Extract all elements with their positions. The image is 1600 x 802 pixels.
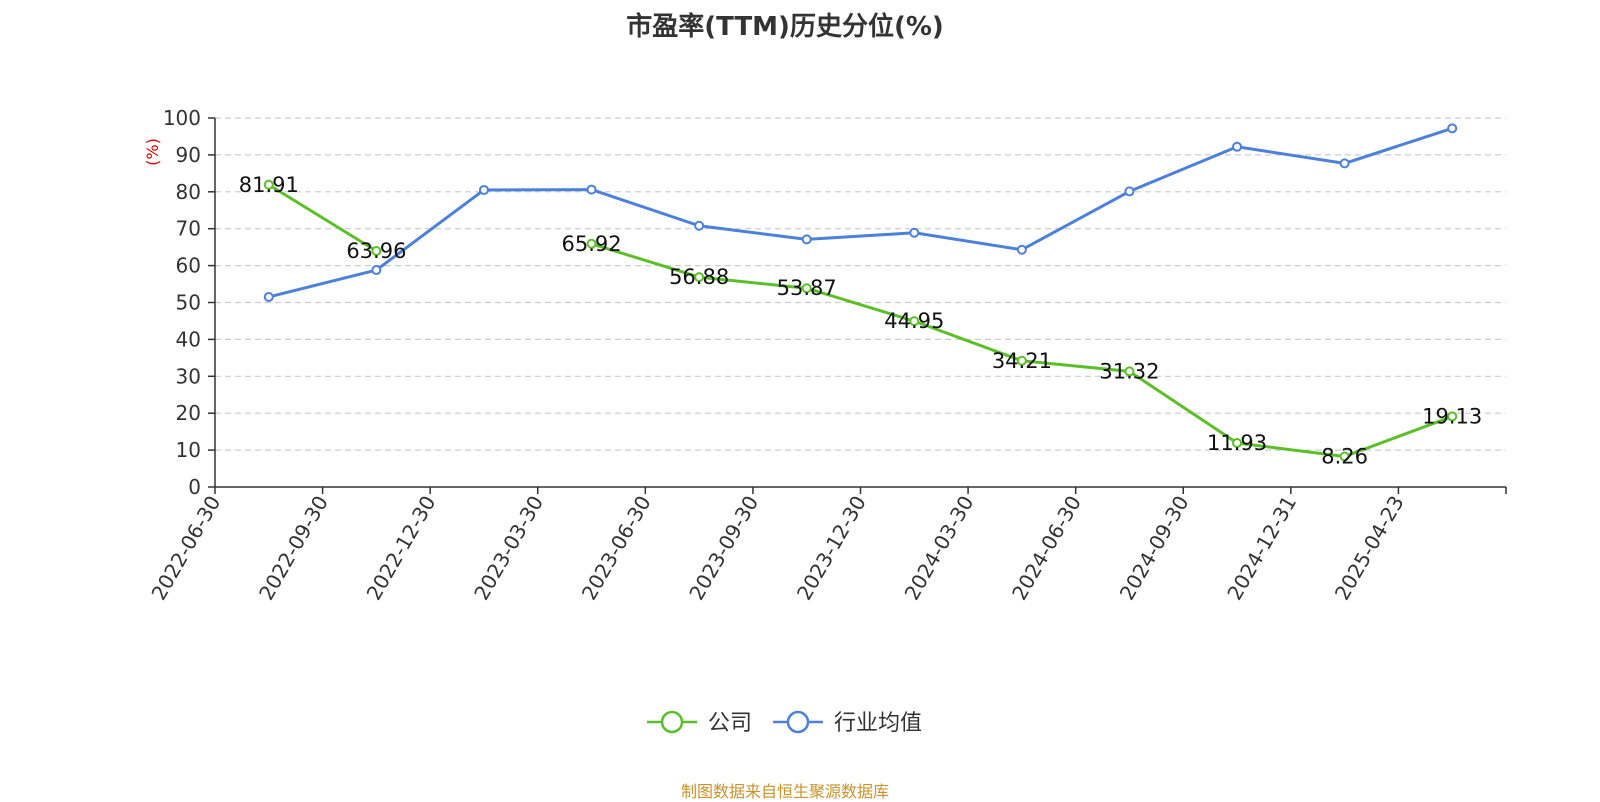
- x-tick-label: 2025-04-23: [1330, 492, 1409, 605]
- data-point: [371, 245, 382, 256]
- y-tick-label: 100: [163, 106, 201, 130]
- y-tick-label: 90: [176, 143, 201, 167]
- data-point: [801, 234, 812, 245]
- y-axis-unit-label: (%): [143, 138, 162, 166]
- x-tick-label: 2022-12-30: [362, 491, 441, 604]
- x-tick-label: 2024-06-30: [1007, 492, 1086, 605]
- data-point: [801, 283, 812, 294]
- data-point: [1124, 186, 1135, 197]
- data-point: [1339, 158, 1350, 169]
- y-tick-label: 40: [176, 327, 201, 351]
- data-point: [909, 316, 920, 327]
- data-point: [1232, 141, 1243, 152]
- legend[interactable]: 公司 行业均值: [647, 710, 922, 736]
- legend-item-industry[interactable]: 行业均值: [773, 710, 922, 736]
- data-point: [263, 179, 274, 190]
- data-label: 34.21: [992, 349, 1052, 373]
- data-label: 81.91: [239, 173, 299, 197]
- data-point: [263, 291, 274, 302]
- legend-industry-label: 行业均值: [834, 711, 922, 736]
- x-tick-label: 2023-09-30: [684, 492, 763, 605]
- x-tick-label: 2022-09-30: [254, 492, 333, 605]
- axes: 0 10 20 30 40 50 60 70 80 90 100 2022-06-30 2022-09-…: [146, 106, 1507, 605]
- data-label: 31.32: [1099, 359, 1159, 383]
- chart-title: 市盈率(TTM)历史分位(%): [626, 12, 944, 42]
- y-tick-label: 30: [176, 364, 201, 388]
- x-tick-label: 2023-06-30: [577, 492, 656, 605]
- y-tick-label: 10: [176, 438, 201, 462]
- data-point: [1447, 123, 1458, 134]
- legend-industry-circle-icon: [786, 710, 810, 734]
- data-point: [694, 272, 705, 283]
- data-point: [1339, 451, 1350, 462]
- y-tick-label: 70: [176, 217, 201, 241]
- data-label: 53.87: [777, 276, 837, 300]
- data-label: 8.26: [1321, 445, 1368, 469]
- y-tick-label: 60: [176, 254, 201, 278]
- y-tick-label: 0: [188, 475, 201, 499]
- data-point: [371, 265, 382, 276]
- data-point: [586, 184, 597, 195]
- y-tick-label: 50: [176, 291, 201, 315]
- data-label: 19.13: [1422, 404, 1482, 428]
- data-label: 11.93: [1207, 431, 1267, 455]
- legend-item-company[interactable]: 公司: [647, 710, 752, 736]
- x-tick-label: 2023-12-30: [792, 492, 871, 605]
- data-labels: 81.91 63.96 65.92 56.88 53.87 44.95 34.21 31.32…: [239, 173, 1483, 469]
- y-tick-label: 80: [176, 180, 201, 204]
- x-tick-label: 2023-03-30: [469, 492, 548, 605]
- data-point: [1232, 437, 1243, 448]
- series-lines: [263, 123, 1458, 462]
- data-label: 56.88: [669, 265, 729, 289]
- x-tick-label: 2024-09-30: [1115, 492, 1194, 605]
- series-line-0: [268, 183, 378, 253]
- legend-company-circle-icon: [660, 710, 684, 734]
- data-point: [586, 238, 597, 249]
- data-point: [1124, 366, 1135, 377]
- series-line-1: [268, 126, 1453, 299]
- data-point: [478, 184, 489, 195]
- data-label: 44.95: [884, 309, 944, 333]
- data-point: [1016, 244, 1027, 255]
- data-point: [909, 227, 920, 238]
- data-point: [694, 220, 705, 231]
- y-tick-label: 20: [176, 401, 201, 425]
- data-label: 65.92: [561, 232, 621, 256]
- legend-company-label: 公司: [708, 711, 752, 736]
- grid-lines: [215, 117, 1506, 451]
- x-tick-label: 2024-12-31: [1222, 492, 1301, 605]
- data-source-note: 制图数据来自恒生聚源数据库: [680, 782, 889, 801]
- x-tick-label: 2024-03-30: [900, 491, 979, 604]
- data-label: 63.96: [346, 239, 406, 263]
- x-tick-label: 2022-06-30: [146, 492, 225, 605]
- data-point: [1447, 411, 1458, 422]
- data-point: [1016, 355, 1027, 366]
